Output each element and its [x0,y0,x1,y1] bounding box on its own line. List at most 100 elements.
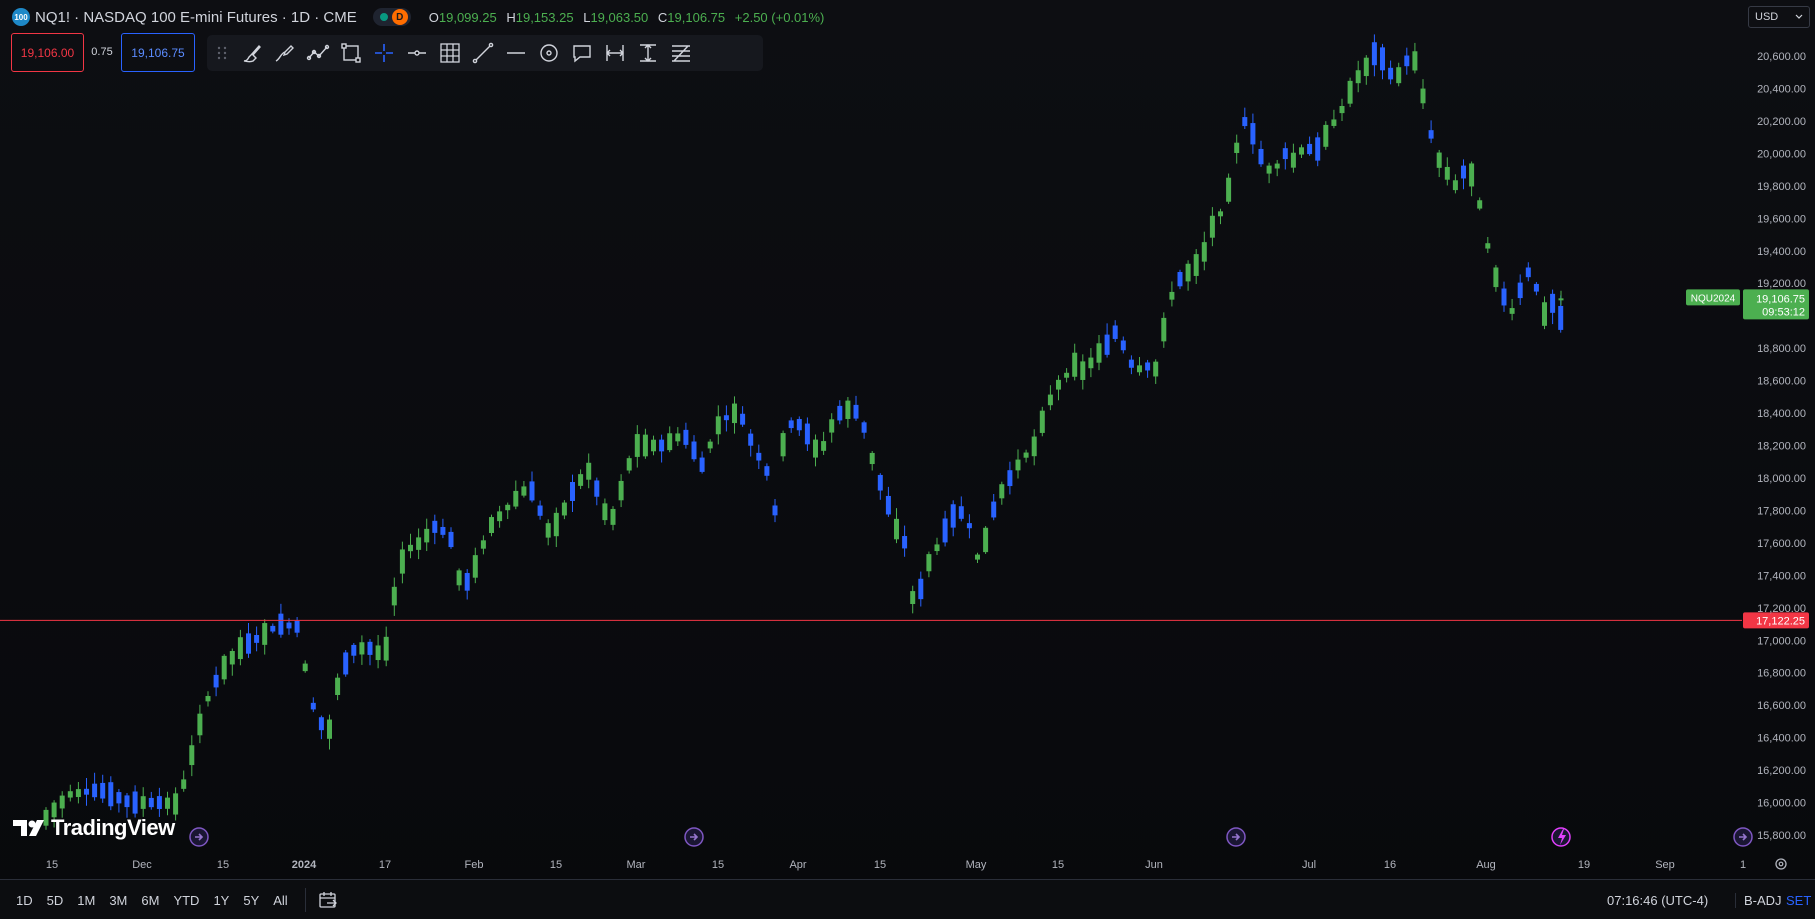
candle [1177,269,1183,290]
candle [691,435,697,462]
dividend-icon[interactable] [1226,827,1246,847]
candle [1533,282,1539,296]
candle [197,704,203,744]
change-value: +2.50 (+0.01%) [734,9,825,25]
polyline-tool[interactable] [301,37,334,69]
candle [983,526,989,554]
timeframe-ytd[interactable]: YTD [173,892,200,908]
candle [610,506,616,531]
brush-tool[interactable] [235,37,268,69]
candle [1080,354,1086,390]
back-adjust-toggle[interactable]: B-ADJ [1735,892,1782,908]
crosshair-tool[interactable] [367,37,400,69]
candle [124,793,130,818]
fib-retracement-tool[interactable] [664,37,697,69]
trend-line-tool[interactable] [466,37,499,69]
candle [132,785,138,818]
tradingview-logo-icon [13,820,44,836]
candle [1266,162,1272,184]
date-range-tool[interactable] [598,37,631,69]
timeframe-all[interactable]: All [273,892,288,908]
rectangle-tool[interactable] [334,37,367,69]
candle [1153,359,1159,384]
currency-label: USD [1755,11,1779,23]
timeframe-6m[interactable]: 6M [141,892,160,908]
time-tick-label: 16 [1384,859,1396,871]
circle-tool[interactable] [532,37,565,69]
price-tick-label: 16,000.00 [1757,798,1806,810]
grid-tool[interactable] [433,37,466,69]
candle [1258,140,1264,167]
candle [51,800,57,828]
currency-selector[interactable]: USD [1748,6,1810,28]
candle [1436,149,1442,178]
horizontal-line-tool[interactable] [499,37,532,69]
time-tick-label: 15 [550,859,562,871]
timeframe-1d[interactable]: 1D [16,892,33,908]
candle [1509,298,1515,321]
candle [683,422,689,449]
candle [942,510,948,547]
sell-button[interactable]: 19,106.00 [11,33,84,72]
symbol-logo-icon[interactable]: 100 [12,8,30,26]
candle [885,486,891,517]
pen-tool[interactable] [268,37,301,69]
price-tick-label: 18,600.00 [1757,376,1806,388]
symbol-title[interactable]: NQ1! · NASDAQ 100 E-mini Futures · 1D · … [35,8,357,26]
market-status-pill[interactable]: D [372,8,411,26]
horizontal-ray-tool[interactable] [400,37,433,69]
chart-header: 100 NQ1! · NASDAQ 100 E-mini Futures · 1… [0,0,1740,34]
candle [75,782,81,804]
price-range-tool[interactable] [631,37,664,69]
candle [521,480,527,498]
timeframe-3m[interactable]: 3M [109,892,128,908]
candle [642,428,648,459]
time-axis: 15 Dec 15 2024 17 Feb 15 Mar 15 Apr 15 May 15 Jun Jul 1… [46,858,1787,871]
polyline-icon [306,44,329,61]
time-tick-label: 19 [1578,859,1590,871]
gear-icon[interactable] [1775,858,1787,870]
candle [999,481,1005,505]
candle [270,623,276,634]
horizontal-line-price-tag [1743,612,1809,629]
candle [165,791,170,816]
horizontal-line-price-label: 17,122.25 [1756,615,1805,627]
lightning-icon[interactable] [1551,827,1571,847]
candle [1007,461,1013,495]
dividend-icon[interactable] [189,827,209,847]
buy-button[interactable]: 19,106.75 [121,33,195,72]
candle [1161,312,1167,348]
candle [902,525,908,557]
timeframe-1m[interactable]: 1M [77,892,96,908]
tradingview-logo[interactable]: TradingView [13,815,175,841]
timeframe-1y[interactable]: 1Y [213,892,230,908]
grip-icon[interactable] [215,46,229,60]
price-tick-label: 18,800.00 [1757,343,1806,355]
date-range-icon [605,45,624,61]
candle [1444,157,1450,186]
time-tick-label: 15 [46,859,58,871]
candle [707,439,713,454]
candle [156,787,162,817]
candle [723,405,729,432]
candle [675,427,681,446]
clock-timezone[interactable]: 07:16:46 (UTC-4) [1607,892,1709,908]
dividend-icon[interactable] [684,827,704,847]
callout-icon [572,45,591,63]
timeframe-5d[interactable]: 5D [46,892,64,908]
trend-line-icon [472,42,493,64]
time-tick-label: 17 [379,859,391,871]
candle [148,791,154,810]
candle [43,807,49,830]
callout-tool[interactable] [565,37,598,69]
price-tick-label: 20,200.00 [1757,116,1806,128]
candle [92,772,98,801]
go-to-date-button[interactable] [304,888,338,912]
settlement-toggle[interactable]: SET [1786,892,1812,908]
time-tick-label: 15 [1052,859,1064,871]
dividend-icon[interactable] [1733,827,1753,847]
timeframe-5y[interactable]: 5Y [243,892,260,908]
candle [699,451,705,474]
candle [408,533,413,559]
